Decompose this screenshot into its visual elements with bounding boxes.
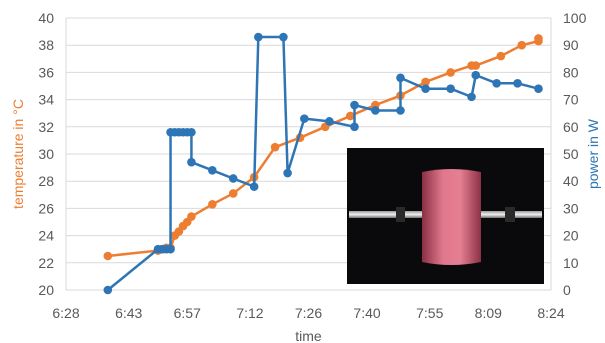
power-point xyxy=(279,32,288,42)
power-point xyxy=(534,84,543,94)
temperature-point xyxy=(103,251,113,261)
gridlines xyxy=(66,17,551,291)
power-point xyxy=(228,174,238,183)
y-left-tick-label: 34 xyxy=(38,92,54,108)
x-tick-label: 7:40 xyxy=(353,305,380,321)
power-point xyxy=(300,114,309,123)
temperature-point xyxy=(228,189,238,198)
power-point xyxy=(513,78,522,88)
y-left-tick-label: 30 xyxy=(38,146,54,162)
temperature-point xyxy=(187,212,196,221)
temperature-point xyxy=(534,34,543,43)
power-point xyxy=(471,70,481,80)
inset-photo xyxy=(347,148,544,284)
power-point xyxy=(421,84,430,94)
power-point xyxy=(187,127,196,137)
y-left-tick-label: 40 xyxy=(38,10,54,26)
temperature-point xyxy=(446,68,455,77)
y-left-tick-label: 20 xyxy=(38,282,54,298)
power-point xyxy=(467,92,476,102)
power-point xyxy=(371,106,380,115)
x-tick-label: 6:28 xyxy=(52,305,79,321)
y-left-tick-label: 28 xyxy=(38,173,54,189)
power-point xyxy=(187,157,196,167)
y-right-tick-label: 30 xyxy=(563,200,579,216)
power-series xyxy=(103,32,543,295)
power-point xyxy=(350,122,359,132)
y-right-tick-label: 10 xyxy=(563,255,579,271)
y-left-tick-label: 22 xyxy=(38,255,54,271)
y-right-tick-label: 50 xyxy=(563,146,579,162)
y-right-tick-label: 100 xyxy=(563,10,587,26)
power-point xyxy=(103,285,113,295)
y-right-tick-label: 40 xyxy=(563,173,579,189)
x-tick-label: 7:26 xyxy=(295,305,322,321)
power-point xyxy=(208,166,217,175)
y-right-axis-title: power in W xyxy=(585,118,601,189)
temperature-point xyxy=(517,40,527,50)
temperature-point xyxy=(346,111,355,121)
power-point xyxy=(166,244,175,254)
power-point xyxy=(446,84,455,94)
power-point xyxy=(325,117,334,126)
x-axis-title: time xyxy=(295,328,322,343)
y-left-tick-label: 32 xyxy=(38,119,54,135)
temperature-point xyxy=(270,142,280,152)
temperature-point xyxy=(471,61,481,70)
y-right-tick-label: 60 xyxy=(563,119,579,135)
x-tick-label: 6:57 xyxy=(174,305,201,321)
temperature-point xyxy=(208,200,217,209)
power-point xyxy=(249,182,259,191)
y-right-tick-label: 80 xyxy=(563,64,579,80)
x-tick-label: 6:43 xyxy=(115,305,142,321)
y-right-tick-label: 20 xyxy=(563,228,579,244)
x-tick-label: 7:12 xyxy=(236,305,263,321)
power-point xyxy=(254,32,263,42)
temperature-point xyxy=(496,51,506,61)
power-point xyxy=(492,78,501,88)
x-tick-label: 8:24 xyxy=(537,305,564,321)
y-left-tick-label: 24 xyxy=(38,228,54,244)
y-left-tick-label: 38 xyxy=(38,37,54,53)
y-right-tick-label: 0 xyxy=(563,282,571,298)
y-left-axis-title: temperature in °C xyxy=(10,99,26,209)
y-right-tick-label: 90 xyxy=(563,37,579,53)
y-right-tick-label: 70 xyxy=(563,92,579,108)
power-point xyxy=(350,100,359,110)
y-left-tick-label: 36 xyxy=(38,64,54,80)
power-point xyxy=(283,168,292,178)
x-tick-label: 8:09 xyxy=(475,305,502,321)
x-tick-label: 7:55 xyxy=(416,305,443,321)
axes: 20 22 24 26 28 30 32 34 36 38 40 0 10 20 30 40 50 60 70 80 9… xyxy=(10,10,601,343)
y-left-tick-label: 26 xyxy=(38,200,54,216)
power-point xyxy=(396,73,405,83)
temperature-point xyxy=(421,77,430,87)
power-point xyxy=(396,106,405,115)
